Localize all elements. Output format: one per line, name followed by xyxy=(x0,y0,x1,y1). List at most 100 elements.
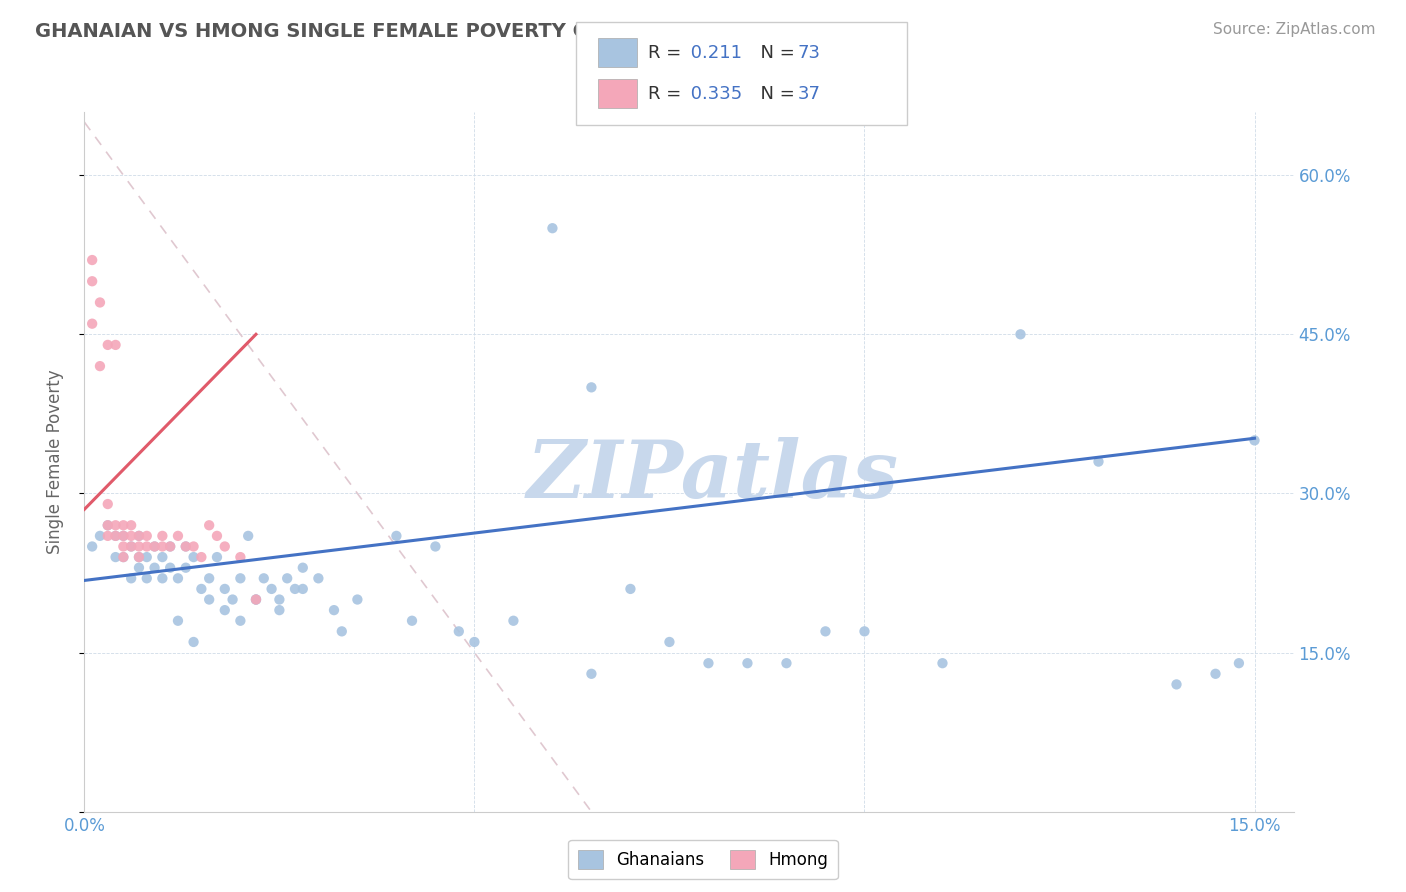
Text: R =: R = xyxy=(648,85,688,103)
Point xyxy=(346,592,368,607)
Point xyxy=(214,540,236,554)
Text: 73: 73 xyxy=(797,44,820,62)
Point xyxy=(291,582,314,596)
Point xyxy=(658,635,681,649)
Point xyxy=(269,592,291,607)
Point xyxy=(581,380,603,394)
Point xyxy=(425,540,447,554)
Point xyxy=(291,560,314,574)
Point xyxy=(229,571,252,585)
Point xyxy=(214,582,236,596)
Point xyxy=(183,550,205,565)
Point xyxy=(447,624,470,639)
Point xyxy=(104,550,127,565)
Point xyxy=(323,603,346,617)
Point xyxy=(245,592,267,607)
Point xyxy=(775,656,797,670)
Point xyxy=(82,274,104,288)
Point xyxy=(229,550,252,565)
Y-axis label: Single Female Poverty: Single Female Poverty xyxy=(45,369,63,554)
Point xyxy=(128,550,150,565)
Point xyxy=(174,560,197,574)
Point xyxy=(229,614,252,628)
Point xyxy=(931,656,953,670)
Point xyxy=(330,624,353,639)
Point xyxy=(128,550,150,565)
Point xyxy=(205,529,228,543)
Point xyxy=(128,540,150,554)
Point xyxy=(190,550,212,565)
Text: 0.335: 0.335 xyxy=(685,85,742,103)
Point xyxy=(120,518,142,533)
Text: GHANAIAN VS HMONG SINGLE FEMALE POVERTY CORRELATION CHART: GHANAIAN VS HMONG SINGLE FEMALE POVERTY … xyxy=(35,22,807,41)
Point xyxy=(276,571,298,585)
Point xyxy=(183,540,205,554)
Point xyxy=(104,338,127,352)
Point xyxy=(284,582,307,596)
Point xyxy=(1010,327,1032,342)
Point xyxy=(401,614,423,628)
Point xyxy=(128,529,150,543)
Point xyxy=(159,560,181,574)
Point xyxy=(112,550,135,565)
Point xyxy=(112,529,135,543)
Point xyxy=(150,540,173,554)
Point xyxy=(97,518,120,533)
Point xyxy=(89,295,111,310)
Point xyxy=(120,540,142,554)
Text: 37: 37 xyxy=(797,85,820,103)
Point xyxy=(253,571,276,585)
Point xyxy=(619,582,641,596)
Point xyxy=(221,592,243,607)
Point xyxy=(174,540,197,554)
Point xyxy=(120,529,142,543)
Point xyxy=(463,635,485,649)
Point xyxy=(167,614,190,628)
Point xyxy=(89,529,111,543)
Point xyxy=(97,518,120,533)
Point xyxy=(853,624,876,639)
Point xyxy=(159,540,181,554)
Point xyxy=(150,529,173,543)
Point xyxy=(260,582,283,596)
Point xyxy=(112,540,135,554)
Point xyxy=(128,560,150,574)
Point xyxy=(307,571,329,585)
Text: Source: ZipAtlas.com: Source: ZipAtlas.com xyxy=(1212,22,1375,37)
Point xyxy=(135,550,157,565)
Point xyxy=(167,571,190,585)
Point xyxy=(150,571,173,585)
Point xyxy=(269,603,291,617)
Point xyxy=(150,550,173,565)
Point xyxy=(143,540,166,554)
Point xyxy=(1205,666,1227,681)
Point xyxy=(214,603,236,617)
Point xyxy=(82,317,104,331)
Point xyxy=(245,592,267,607)
Point xyxy=(135,529,157,543)
Point xyxy=(1243,434,1265,448)
Point xyxy=(245,592,267,607)
Point xyxy=(112,518,135,533)
Point xyxy=(581,666,603,681)
Point xyxy=(238,529,260,543)
Point xyxy=(167,529,190,543)
Point xyxy=(1166,677,1188,691)
Point xyxy=(814,624,837,639)
Point xyxy=(385,529,408,543)
Point xyxy=(82,253,104,268)
Point xyxy=(183,635,205,649)
Point xyxy=(89,359,111,373)
Point xyxy=(198,592,221,607)
Point xyxy=(159,540,181,554)
Text: N =: N = xyxy=(749,44,801,62)
Text: R =: R = xyxy=(648,44,688,62)
Point xyxy=(541,221,564,235)
Point xyxy=(1087,455,1109,469)
Point xyxy=(97,497,120,511)
Point xyxy=(143,540,166,554)
Point xyxy=(190,582,212,596)
Point xyxy=(112,529,135,543)
Point xyxy=(135,540,157,554)
Text: N =: N = xyxy=(749,85,801,103)
